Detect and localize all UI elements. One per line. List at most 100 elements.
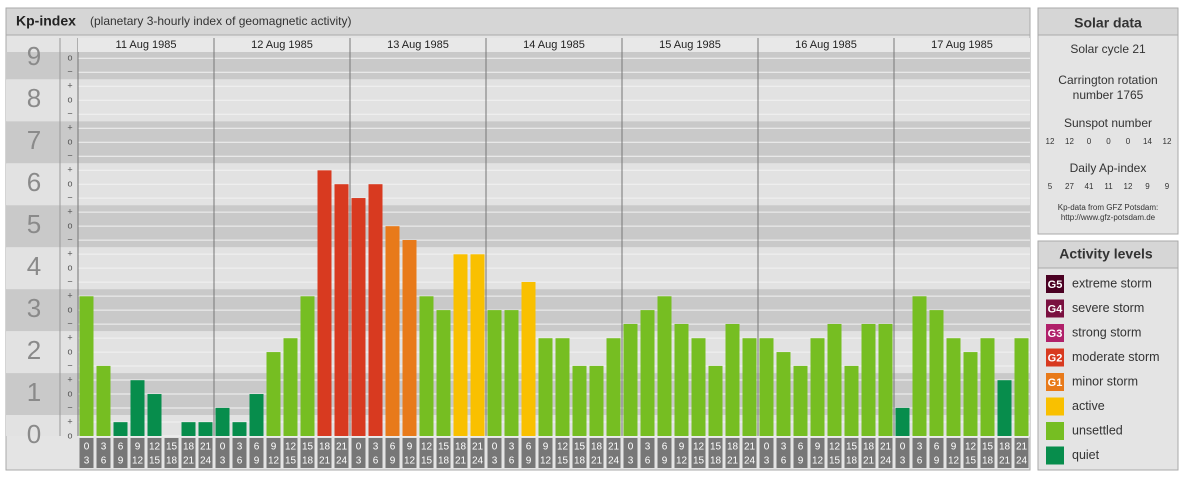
hour-cell (674, 438, 689, 468)
legend-swatch (1046, 299, 1064, 318)
legend-label: extreme storm (1072, 276, 1152, 290)
hour-label: 0 (628, 442, 634, 453)
legend-code: G5 (1048, 279, 1063, 291)
hour-cell (232, 438, 247, 468)
hour-cell (130, 438, 145, 468)
chart-title: Kp-index (16, 13, 76, 29)
legend-label: quiet (1072, 448, 1100, 462)
date-cell (78, 38, 214, 52)
hour-label: 3 (781, 442, 787, 453)
sunspot-value: 12 (1163, 137, 1172, 146)
bar (181, 422, 196, 436)
hour-label: 15 (557, 456, 569, 467)
bar (113, 422, 128, 436)
legend-label: unsettled (1072, 423, 1123, 437)
legend-code: G3 (1048, 328, 1063, 340)
y-tick-label: 2 (27, 335, 41, 365)
hour-label: 21 (880, 442, 892, 453)
hour-label: 24 (744, 456, 756, 467)
ap-value: 5 (1048, 182, 1053, 191)
hour-label: 15 (149, 456, 161, 467)
minor-tick-label: − (67, 193, 72, 203)
hour-label: 9 (662, 456, 668, 467)
bar (470, 254, 485, 436)
hour-label: 12 (948, 456, 960, 467)
hour-cell (300, 438, 315, 468)
date-cell (214, 38, 350, 52)
bar (844, 365, 859, 436)
source: Kp-data from GFZ Potsdam: (1058, 203, 1158, 212)
bar (725, 323, 740, 436)
hour-label: 0 (220, 442, 226, 453)
bar (759, 338, 774, 436)
hour-cell (589, 438, 604, 468)
bar (946, 338, 961, 436)
hour-cell (266, 438, 281, 468)
hour-label: 15 (965, 456, 977, 467)
hour-label: 18 (863, 442, 875, 453)
y-tick-label: 9 (27, 41, 41, 71)
hour-label: 15 (982, 442, 994, 453)
hour-label: 12 (132, 456, 144, 467)
hour-label: 3 (356, 456, 362, 467)
hour-label: 0 (84, 442, 90, 453)
bar (793, 365, 808, 436)
hour-label: 18 (574, 456, 586, 467)
legend-swatch (1046, 373, 1064, 391)
hour-label: 15 (829, 456, 841, 467)
legend-label: strong storm (1072, 325, 1141, 339)
hour-cell (929, 438, 944, 468)
hour-label: 9 (679, 442, 685, 453)
bar (368, 184, 383, 436)
legend-label: severe storm (1072, 301, 1144, 315)
hour-label: 3 (900, 456, 906, 467)
bar (283, 338, 298, 436)
legend-title: Activity levels (1059, 246, 1153, 262)
legend-label: active (1072, 399, 1105, 413)
hour-label: 6 (237, 456, 243, 467)
ap-value: 9 (1165, 182, 1170, 191)
bar (249, 394, 264, 436)
bar (555, 338, 570, 436)
hour-label: 9 (543, 442, 549, 453)
hour-label: 9 (271, 442, 277, 453)
hour-cell (572, 438, 587, 468)
hour-label: 18 (183, 442, 195, 453)
hour-cell (878, 438, 893, 468)
hour-cell (164, 438, 179, 468)
minor-tick-label: o (67, 304, 72, 314)
ap-title: Daily Ap-index (1070, 161, 1147, 175)
hour-label: 18 (727, 442, 739, 453)
hour-cell (640, 438, 655, 468)
hour-cell (946, 438, 961, 468)
minor-tick-label: − (67, 67, 72, 77)
hour-label: 9 (934, 456, 940, 467)
date-cell (758, 38, 894, 52)
hour-label: 6 (934, 442, 940, 453)
hour-label: 12 (557, 442, 569, 453)
minor-tick-label: − (67, 151, 72, 161)
hour-label: 9 (118, 456, 124, 467)
date-cell (622, 38, 758, 52)
carrington: Carrington rotation (1058, 73, 1157, 87)
hour-label: 6 (645, 456, 651, 467)
minor-tick-label: + (67, 81, 72, 91)
date-label: 12 Aug 1985 (251, 39, 313, 51)
bar (963, 352, 978, 436)
hour-label: 6 (254, 442, 260, 453)
minor-tick-label: o (67, 137, 72, 147)
carrington: number 1765 (1073, 88, 1144, 102)
hour-cell (453, 438, 468, 468)
hour-label: 24 (608, 456, 620, 467)
hour-cell (759, 438, 774, 468)
hour-label: 21 (591, 456, 603, 467)
hour-cell (861, 438, 876, 468)
bar (215, 407, 230, 436)
hour-label: 6 (118, 442, 124, 453)
hour-label: 21 (608, 442, 620, 453)
hour-cell (96, 438, 111, 468)
hour-cell (419, 438, 434, 468)
hour-label: 18 (438, 456, 450, 467)
legend-label: moderate storm (1072, 350, 1160, 364)
bar (385, 226, 400, 436)
